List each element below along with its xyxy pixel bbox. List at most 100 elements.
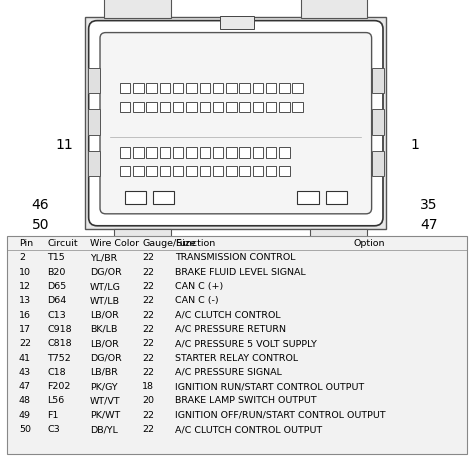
Text: C918: C918 [47, 324, 72, 333]
FancyBboxPatch shape [100, 34, 372, 214]
Bar [279, 84, 290, 94]
Text: BRAKE LAMP SWITCH OUTPUT: BRAKE LAMP SWITCH OUTPUT [175, 396, 317, 404]
Text: L56: L56 [47, 396, 64, 404]
Bar [133, 148, 144, 158]
Bar [85, 18, 386, 230]
Text: C18: C18 [47, 367, 66, 376]
Text: T15: T15 [47, 253, 65, 262]
FancyBboxPatch shape [89, 22, 383, 226]
Bar [226, 84, 237, 94]
Text: 22: 22 [142, 367, 154, 376]
Text: B20: B20 [47, 267, 66, 276]
Text: C3: C3 [47, 424, 60, 433]
Text: IGNITION RUN/START CONTROL OUTPUT: IGNITION RUN/START CONTROL OUTPUT [175, 381, 365, 390]
Text: 22: 22 [142, 281, 154, 291]
Bar [88, 151, 100, 177]
Text: Function: Function [175, 239, 216, 248]
Text: A/C CLUTCH CONTROL OUTPUT: A/C CLUTCH CONTROL OUTPUT [175, 424, 323, 433]
Bar [146, 167, 157, 177]
Text: C818: C818 [47, 339, 72, 347]
Text: 22: 22 [142, 267, 154, 276]
Text: BRAKE FLUID LEVEL SIGNAL: BRAKE FLUID LEVEL SIGNAL [175, 267, 306, 276]
Bar [120, 148, 130, 158]
Text: 41: 41 [19, 353, 31, 362]
Bar [266, 167, 276, 177]
Text: Pin: Pin [19, 239, 33, 248]
Bar [186, 167, 197, 177]
Text: LB/OR: LB/OR [90, 310, 119, 319]
Text: 16: 16 [19, 310, 31, 319]
Text: 48: 48 [19, 396, 31, 404]
Text: 22: 22 [142, 410, 154, 419]
Bar [200, 148, 210, 158]
Text: WT/LG: WT/LG [90, 281, 121, 291]
Bar [372, 69, 384, 94]
Text: Option: Option [353, 239, 384, 248]
Bar [173, 167, 183, 177]
Text: LB/OR: LB/OR [90, 339, 119, 347]
Text: 10: 10 [19, 267, 31, 276]
Text: 35: 35 [420, 197, 438, 211]
Bar [253, 167, 263, 177]
Bar [146, 84, 157, 94]
Text: 22: 22 [142, 339, 154, 347]
Bar [301, 0, 367, 19]
Bar [279, 167, 290, 177]
Bar [125, 191, 146, 204]
Bar [153, 191, 174, 204]
Bar [104, 0, 171, 19]
Text: 2: 2 [19, 253, 25, 262]
Bar [213, 167, 223, 177]
Text: F202: F202 [47, 381, 71, 390]
Text: F1: F1 [47, 410, 59, 419]
Text: PK/WT: PK/WT [90, 410, 120, 419]
Text: WT/LB: WT/LB [90, 296, 120, 305]
Text: A/C CLUTCH CONTROL: A/C CLUTCH CONTROL [175, 310, 281, 319]
Bar [186, 148, 197, 158]
Text: 22: 22 [142, 324, 154, 333]
Bar [372, 151, 384, 177]
Bar [88, 69, 100, 94]
Bar [213, 84, 223, 94]
Bar [292, 102, 303, 112]
Bar [213, 148, 223, 158]
Text: 18: 18 [142, 381, 154, 390]
Bar [253, 102, 263, 112]
Bar [146, 102, 157, 112]
Text: YL/BR: YL/BR [90, 253, 117, 262]
Bar [200, 84, 210, 94]
Bar [160, 102, 170, 112]
Text: DB/YL: DB/YL [90, 424, 118, 433]
Bar [200, 167, 210, 177]
Text: DG/OR: DG/OR [90, 353, 122, 362]
Bar [279, 102, 290, 112]
Text: BK/LB: BK/LB [90, 324, 118, 333]
Bar [253, 84, 263, 94]
Bar [7, 236, 467, 454]
Bar [326, 191, 347, 204]
Text: C13: C13 [47, 310, 66, 319]
Bar [226, 102, 237, 112]
Text: 22: 22 [142, 424, 154, 433]
Text: 17: 17 [19, 324, 31, 333]
Text: 20: 20 [142, 396, 154, 404]
Text: STARTER RELAY CONTROL: STARTER RELAY CONTROL [175, 353, 299, 362]
Bar [310, 229, 367, 254]
Text: 22: 22 [142, 353, 154, 362]
Text: A/C PRESSURE RETURN: A/C PRESSURE RETURN [175, 324, 286, 333]
Bar [173, 84, 183, 94]
Bar [173, 102, 183, 112]
Text: IGNITION OFF/RUN/START CONTROL OUTPUT: IGNITION OFF/RUN/START CONTROL OUTPUT [175, 410, 386, 419]
Bar [133, 167, 144, 177]
Bar [297, 191, 319, 204]
Text: 13: 13 [19, 296, 31, 305]
Text: 47: 47 [420, 218, 438, 232]
Text: 43: 43 [19, 367, 31, 376]
Text: 22: 22 [19, 339, 31, 347]
Text: T752: T752 [47, 353, 71, 362]
Bar [146, 148, 157, 158]
Bar [266, 148, 276, 158]
Bar [266, 84, 276, 94]
Text: 46: 46 [31, 197, 49, 211]
Bar [200, 102, 210, 112]
